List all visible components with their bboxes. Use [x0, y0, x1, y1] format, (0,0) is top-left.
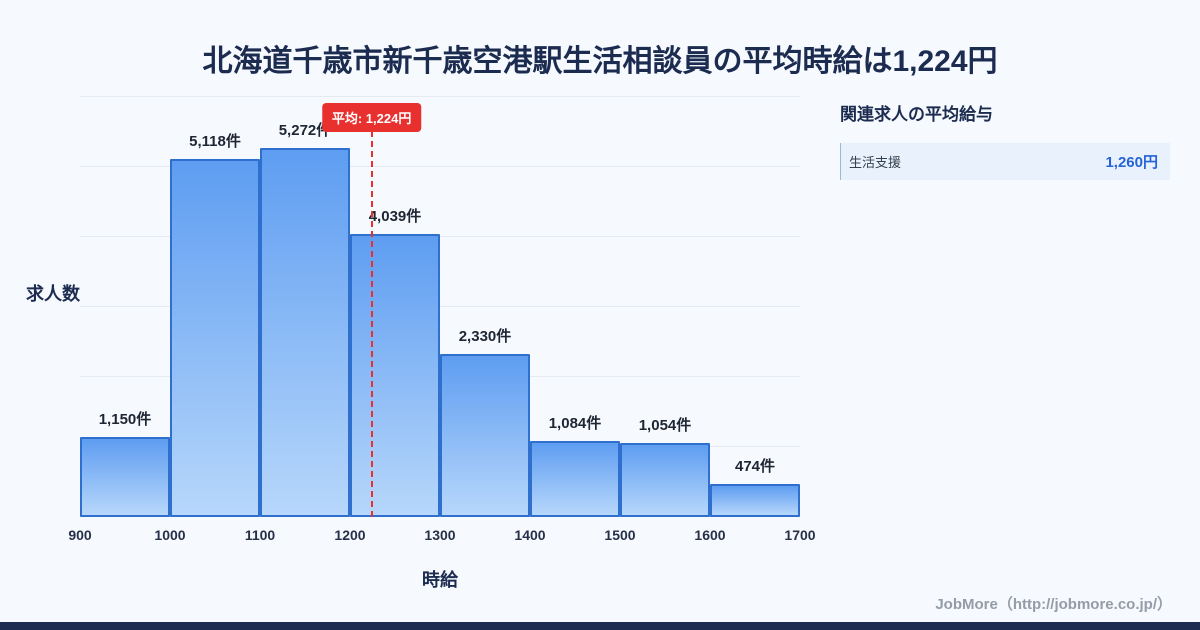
x-tick-label: 1400	[514, 527, 546, 543]
gridline	[80, 306, 800, 307]
bar-value-label: 2,330件	[458, 327, 512, 345]
average-line	[370, 131, 373, 517]
histogram-bar	[440, 353, 530, 517]
bar-value-label: 5,118件	[189, 132, 241, 150]
y-axis-label: 求人数	[26, 284, 80, 304]
bar-value-label: 4,039件	[368, 208, 422, 226]
average-badge: 平均: 1,224円	[321, 103, 422, 132]
gridline	[80, 96, 800, 97]
bottom-strip	[0, 622, 1200, 630]
x-tick-label: 1200	[334, 527, 366, 543]
panel-rows: 生活支援 1,260円	[840, 143, 1170, 180]
related-salary-panel: 関連求人の平均給与 生活支援 1,260円	[840, 100, 1170, 188]
x-tick-label: 900	[68, 527, 92, 543]
x-axis-label: 時給	[422, 570, 458, 590]
histogram-bar	[260, 147, 350, 517]
x-tick-label: 1300	[424, 527, 456, 543]
plot-area: 1,150件 5,118件 5,272件 4,039件 2,330件 1,084件 1,05…	[68, 96, 816, 543]
histogram-bar	[350, 234, 440, 517]
page-title: 北海道千歳市新千歳空港駅生活相談員の平均時給は1,224円	[202, 45, 998, 78]
gridline	[80, 236, 800, 237]
bar-value-label: 1,054件	[638, 417, 692, 435]
histogram-bar	[710, 483, 800, 517]
gridline	[80, 166, 800, 167]
bar-value-label: 474件	[734, 457, 776, 475]
histogram-bar	[80, 436, 170, 517]
x-tick-label: 1700	[784, 527, 816, 543]
histogram-bar	[170, 158, 260, 517]
footer-credit: JobMore（http://jobmore.co.jp/）	[935, 596, 1172, 613]
salary-row-value: 1,260円	[1105, 154, 1158, 171]
x-tick-label: 1100	[244, 527, 276, 543]
x-tick-label: 1600	[694, 527, 726, 543]
histogram-bar	[620, 443, 710, 517]
bar-value-label: 1,084件	[548, 415, 602, 433]
bar-value-label: 1,150件	[98, 410, 152, 428]
salary-row: 生活支援 1,260円	[840, 143, 1170, 180]
x-tick-label: 1500	[604, 527, 636, 543]
histogram-bar	[530, 441, 620, 517]
salary-row-label: 生活支援	[849, 155, 902, 170]
panel-title: 関連求人の平均給与	[840, 105, 993, 124]
bar-value-label: 5,272件	[278, 121, 332, 139]
x-tick-label: 1000	[154, 527, 186, 543]
